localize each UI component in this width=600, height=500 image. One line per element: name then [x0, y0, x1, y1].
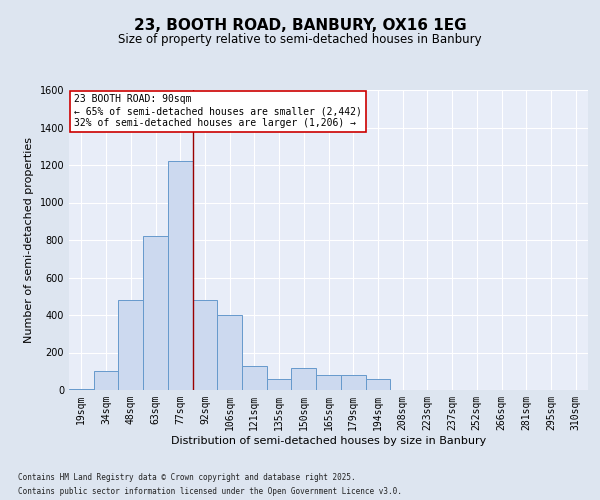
Text: 23 BOOTH ROAD: 90sqm
← 65% of semi-detached houses are smaller (2,442)
32% of se: 23 BOOTH ROAD: 90sqm ← 65% of semi-detac…	[74, 94, 362, 128]
Text: 23, BOOTH ROAD, BANBURY, OX16 1EG: 23, BOOTH ROAD, BANBURY, OX16 1EG	[134, 18, 466, 32]
Bar	[316, 375, 341, 390]
Text: Contains HM Land Registry data © Crown copyright and database right 2025.: Contains HM Land Registry data © Crown c…	[18, 472, 356, 482]
X-axis label: Distribution of semi-detached houses by size in Banbury: Distribution of semi-detached houses by …	[171, 436, 486, 446]
Bar	[365, 379, 390, 390]
Bar	[118, 300, 143, 390]
Text: Contains public sector information licensed under the Open Government Licence v3: Contains public sector information licen…	[18, 488, 402, 496]
Bar	[94, 371, 118, 390]
Bar	[193, 300, 217, 390]
Bar	[267, 379, 292, 390]
Bar	[292, 368, 316, 390]
Text: Size of property relative to semi-detached houses in Banbury: Size of property relative to semi-detach…	[118, 32, 482, 46]
Bar	[168, 161, 193, 390]
Bar	[69, 389, 94, 390]
Y-axis label: Number of semi-detached properties: Number of semi-detached properties	[24, 137, 34, 343]
Bar	[341, 375, 365, 390]
Bar	[217, 315, 242, 390]
Bar	[143, 236, 168, 390]
Bar	[242, 366, 267, 390]
